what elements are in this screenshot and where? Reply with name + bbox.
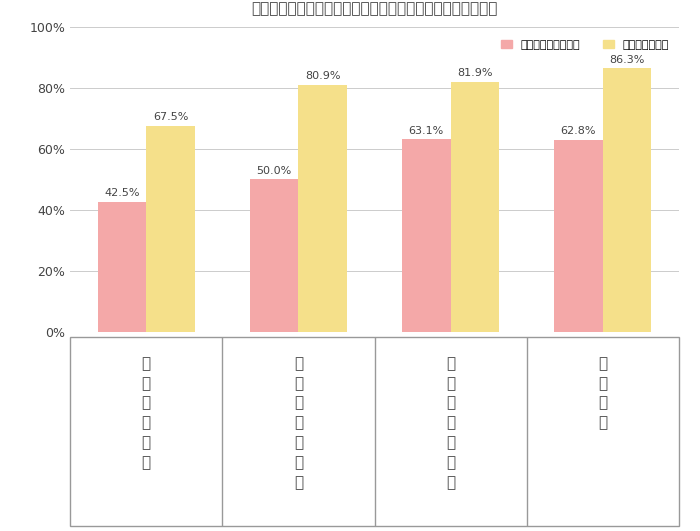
Bar bbox=[146, 126, 195, 332]
Text: 掛
除
機
・
洗
濯
機: 掛 除 機 ・ 洗 濯 機 bbox=[294, 356, 303, 490]
Bar bbox=[98, 202, 146, 332]
Title: 周りから聴こえる音と自宅から出す音で気になる割合の比較: 周りから聴こえる音と自宅から出す音で気になる割合の比較 bbox=[251, 1, 498, 15]
Bar bbox=[250, 179, 298, 332]
Text: 楽
器
演
奏: 楽 器 演 奏 bbox=[598, 356, 608, 431]
Text: 80.9%: 80.9% bbox=[305, 71, 340, 81]
Bar bbox=[554, 140, 603, 332]
Text: 騒
ぎ
声
や
笑
い
声: 騒 ぎ 声 や 笑 い 声 bbox=[446, 356, 455, 490]
Text: 62.8%: 62.8% bbox=[561, 126, 596, 136]
Bar bbox=[402, 139, 451, 332]
Text: 63.1%: 63.1% bbox=[409, 125, 444, 135]
Text: 42.5%: 42.5% bbox=[104, 189, 140, 199]
Legend: 周りから聴こえる音, 自宅から出す音: 周りから聴こえる音, 自宅から出す音 bbox=[496, 35, 673, 54]
Bar bbox=[451, 82, 499, 332]
Text: テ
レ
ビ
・
音
楽: テ レ ビ ・ 音 楽 bbox=[141, 356, 150, 470]
Bar bbox=[298, 85, 347, 332]
Text: 67.5%: 67.5% bbox=[153, 112, 188, 122]
Text: 50.0%: 50.0% bbox=[256, 166, 292, 176]
Bar bbox=[603, 68, 651, 332]
Text: 86.3%: 86.3% bbox=[609, 55, 645, 65]
Text: 81.9%: 81.9% bbox=[457, 68, 493, 78]
